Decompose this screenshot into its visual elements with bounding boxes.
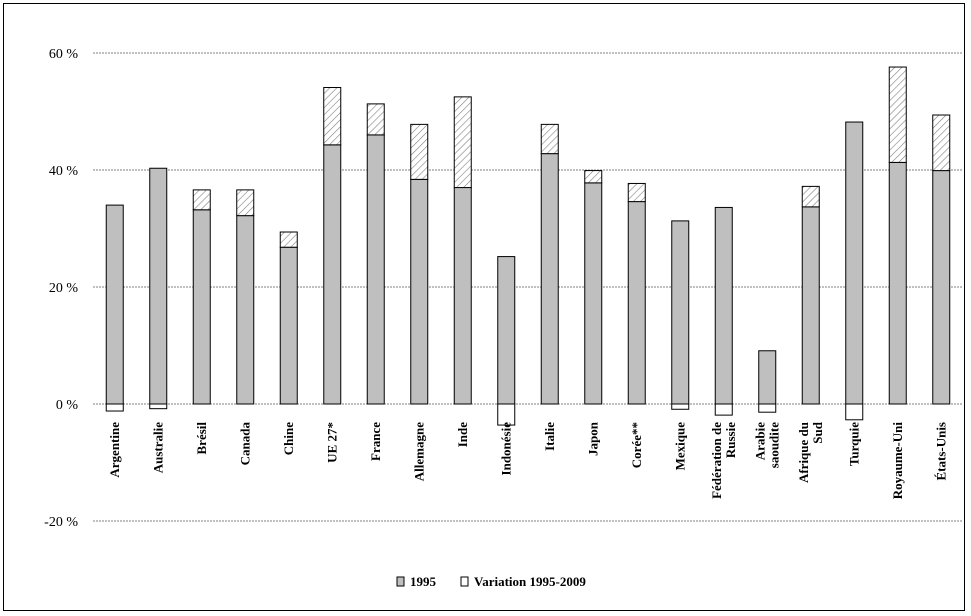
x-tick-label: France xyxy=(368,422,383,461)
x-tick-label: Australie xyxy=(150,422,165,474)
legend-swatch-1995 xyxy=(396,576,405,587)
legend: 1995 Variation 1995-2009 xyxy=(396,574,586,589)
y-tick-label: -20 % xyxy=(44,515,78,530)
bar-variation xyxy=(323,87,342,146)
bar-variation xyxy=(453,96,472,189)
bar-1995 xyxy=(323,144,342,405)
bar-1995 xyxy=(453,187,472,405)
bar-variation xyxy=(366,103,385,136)
bar-variation xyxy=(801,185,820,208)
bar-1995 xyxy=(366,134,385,405)
bar-1995 xyxy=(540,153,559,405)
x-tick-label: Mexique xyxy=(672,422,687,471)
x-tick-label: Corée** xyxy=(629,422,644,468)
bar-variation xyxy=(149,403,168,410)
x-tick-label: Brésil xyxy=(194,422,209,455)
bar-1995 xyxy=(758,350,777,405)
bar-variation xyxy=(410,123,429,180)
bar-variation xyxy=(236,189,255,217)
x-tick-label: Canada xyxy=(237,422,252,466)
x-tick-label: Indonésie xyxy=(498,422,513,476)
bar-1995 xyxy=(932,170,951,405)
bar-variation xyxy=(932,114,951,172)
bar-variation xyxy=(192,189,211,211)
bar-1995 xyxy=(236,215,255,405)
x-tick-label: UE 27* xyxy=(324,422,339,463)
bar-1995 xyxy=(627,201,646,405)
bar-1995 xyxy=(845,121,864,405)
legend-swatch-variation xyxy=(460,576,469,587)
bar-1995 xyxy=(584,182,603,405)
bar-variation xyxy=(845,403,864,421)
x-tick-label: Argentine xyxy=(107,422,122,478)
x-tick-label: Italie xyxy=(542,422,557,451)
bar-1995 xyxy=(714,206,733,405)
bar-variation xyxy=(497,403,516,426)
bar-1995 xyxy=(497,256,516,405)
x-tick-label: Chine xyxy=(281,422,296,455)
x-tick-label: Allemagne xyxy=(411,422,426,481)
bar-variation xyxy=(279,231,298,248)
bar-variation xyxy=(105,403,124,412)
y-axis-tick-labels: -20 % 0 % 20 % 40 % 60 % xyxy=(44,47,78,530)
x-tick-label: Japon xyxy=(585,421,600,456)
x-tick-label: Afrique duSud xyxy=(796,421,825,483)
y-tick-label: 20 % xyxy=(49,281,79,296)
bar-1995 xyxy=(279,246,298,405)
bar-1995 xyxy=(105,204,124,405)
bar-1995 xyxy=(149,167,168,405)
bar-variation xyxy=(584,170,603,184)
y-tick-label: 0 % xyxy=(56,398,79,413)
bar-1995 xyxy=(801,206,820,405)
x-tick-label: Royaume-Uni xyxy=(890,422,905,500)
y-tick-label: 40 % xyxy=(49,164,79,179)
bars xyxy=(105,66,951,426)
bar-1995 xyxy=(671,220,690,405)
gridlines xyxy=(93,52,963,522)
bar-1995 xyxy=(192,209,211,405)
x-tick-label: Fédération deRussie xyxy=(709,422,738,499)
bar-variation xyxy=(888,66,907,163)
bar-variation xyxy=(671,403,690,410)
x-axis-category-labels: Argentine Australie Brésil Canada Chine UE 27… xyxy=(107,421,949,499)
x-tick-label: États-Unis xyxy=(933,422,948,481)
bar-variation xyxy=(758,403,777,413)
bar-variation xyxy=(540,123,559,155)
bar-variation xyxy=(627,182,646,203)
legend-label-1995: 1995 xyxy=(410,574,437,589)
bar-variation xyxy=(714,403,733,416)
bar-1995 xyxy=(410,178,429,405)
legend-label-variation: Variation 1995-2009 xyxy=(474,574,586,589)
bar-1995 xyxy=(888,161,907,405)
x-tick-label: Turquie xyxy=(846,422,861,466)
y-tick-label: 60 % xyxy=(49,47,79,62)
x-tick-label: Inde xyxy=(455,422,470,448)
x-tick-label: Arabiesaoudite xyxy=(752,422,781,468)
